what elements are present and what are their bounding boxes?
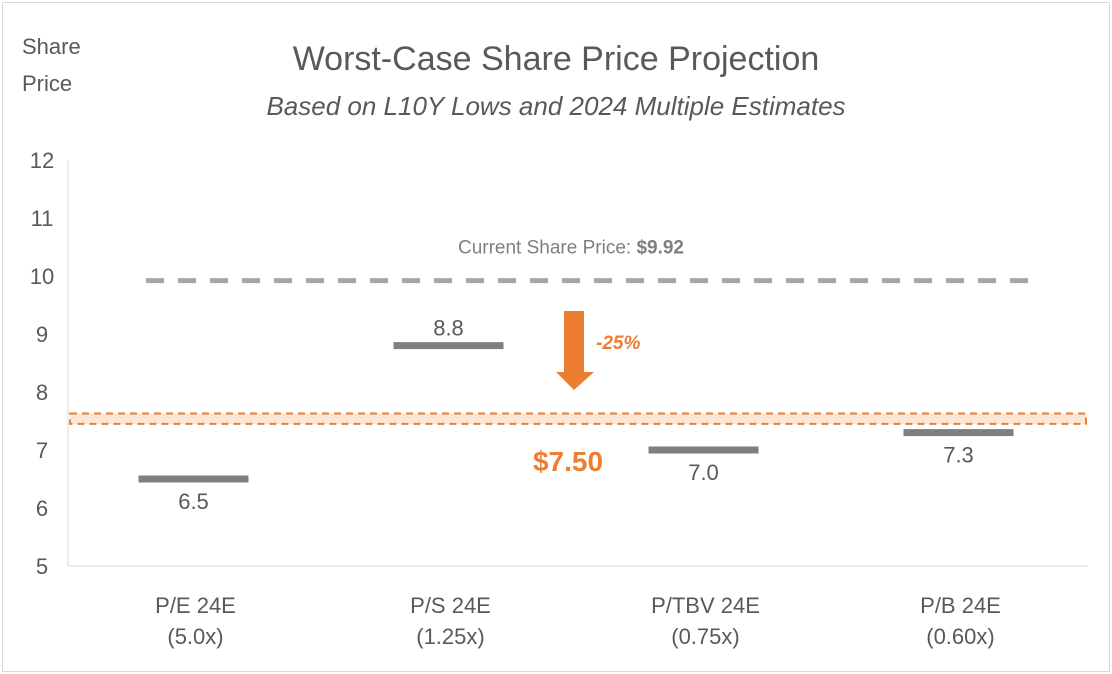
y-tick-label: 12 <box>30 148 54 173</box>
value-marker <box>903 429 1014 437</box>
down-arrow-icon <box>556 311 594 390</box>
current-price-label: Current Share Price: $9.92 <box>458 238 684 259</box>
value-label: 8.8 <box>433 316 464 341</box>
x-tick-label: P/B 24E <box>920 593 1001 618</box>
value-label: 7.3 <box>943 443 974 468</box>
x-tick-label: P/S 24E <box>410 593 491 618</box>
x-tick-sublabel: (5.0x) <box>167 624 223 649</box>
x-tick-sublabel: (0.60x) <box>926 624 994 649</box>
value-marker <box>393 342 504 350</box>
y-tick-label: 8 <box>36 380 48 405</box>
value-marker <box>138 475 249 483</box>
target-price-label: $7.50 <box>533 446 603 477</box>
value-label: 6.5 <box>178 489 209 514</box>
y-axis-label-line1: Share <box>22 34 81 59</box>
value-label: 7.0 <box>688 460 719 485</box>
value-marker <box>648 446 759 454</box>
y-tick-label: 11 <box>31 206 54 231</box>
x-tick-label: P/TBV 24E <box>651 593 760 618</box>
y-tick-label: 9 <box>36 322 48 347</box>
x-tick-sublabel: (0.75x) <box>671 624 739 649</box>
target-band <box>69 412 1087 425</box>
y-tick-label: 5 <box>36 554 48 579</box>
x-tick-label: P/E 24E <box>155 593 236 618</box>
y-tick-label: 6 <box>36 496 48 521</box>
y-tick-label: 10 <box>30 264 54 289</box>
y-tick-label: 7 <box>36 438 48 463</box>
y-axis-label-line2: Price <box>22 71 72 96</box>
chart-subtitle: Based on L10Y Lows and 2024 Multiple Est… <box>266 91 845 121</box>
change-label: -25% <box>596 333 640 354</box>
x-tick-sublabel: (1.25x) <box>416 624 484 649</box>
chart-title: Worst-Case Share Price Projection <box>293 40 820 78</box>
